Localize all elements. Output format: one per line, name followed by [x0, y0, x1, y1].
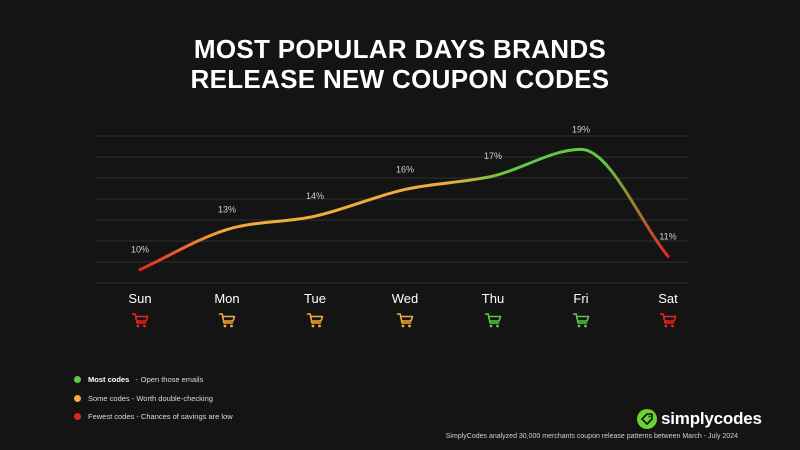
x-tick-label: Sun: [128, 291, 151, 306]
legend-text-fewest: Fewest codes - Chances of savings are lo…: [88, 412, 233, 421]
data-label: 16%: [396, 164, 414, 174]
shopping-cart-icon: [484, 313, 502, 328]
x-tick-label: Mon: [214, 291, 239, 306]
x-tick-label: Fri: [573, 291, 588, 306]
brand-name: simplycodes: [661, 409, 762, 428]
legend-dot-fewest: [74, 413, 81, 420]
data-label: 10%: [131, 245, 149, 255]
footnote: SimplyCodes analyzed 30,000 merchants co…: [445, 433, 738, 440]
legend-text-some: Some codes - Worth double-checking: [88, 393, 213, 403]
data-label: 11%: [659, 231, 676, 241]
brand-logo: simplycodes: [637, 409, 762, 429]
legend-dot-most: [74, 376, 81, 383]
x-tick-label: Wed: [392, 291, 419, 306]
series-line: [138, 147, 670, 272]
data-label: 19%: [572, 124, 590, 134]
legend-item-most: Most codes - Open those emails: [74, 371, 233, 388]
legend-item-fewest: Fewest codes - Chances of savings are lo…: [74, 408, 233, 425]
shopping-cart-icon: [306, 313, 324, 328]
shopping-cart-icon: [659, 313, 677, 328]
legend-item-some: Some codes - Worth double-checking: [74, 390, 233, 407]
legend-dot-some: [74, 394, 81, 402]
shopping-cart-icon: [131, 313, 149, 328]
shopping-cart-icon: [218, 313, 236, 328]
x-tick-label: Thu: [482, 291, 504, 306]
shopping-cart-icon: [572, 313, 590, 328]
legend-text-most: Open those emails: [140, 375, 204, 384]
x-tick-label: Sat: [658, 291, 678, 306]
x-tick-label: Tue: [304, 291, 326, 306]
shopping-cart-icon: [396, 313, 414, 328]
legend-bold-most: Most codes: [88, 375, 130, 384]
data-label: 14%: [306, 191, 324, 201]
chart-title-line-1: MOST POPULAR DAYS BRANDS: [193, 34, 607, 64]
chart-title: MOST POPULAR DAYS BRANDS RELEASE NEW COU…: [0, 34, 800, 94]
data-label: 17%: [484, 151, 502, 161]
coupon-tag-icon: [637, 409, 657, 429]
legend-separator: -: [135, 375, 138, 384]
data-label: 13%: [218, 205, 236, 215]
chart-title-line-2: RELEASE NEW COUPON CODES: [190, 64, 610, 94]
legend: Most codes - Open those emails Some code…: [74, 371, 233, 427]
